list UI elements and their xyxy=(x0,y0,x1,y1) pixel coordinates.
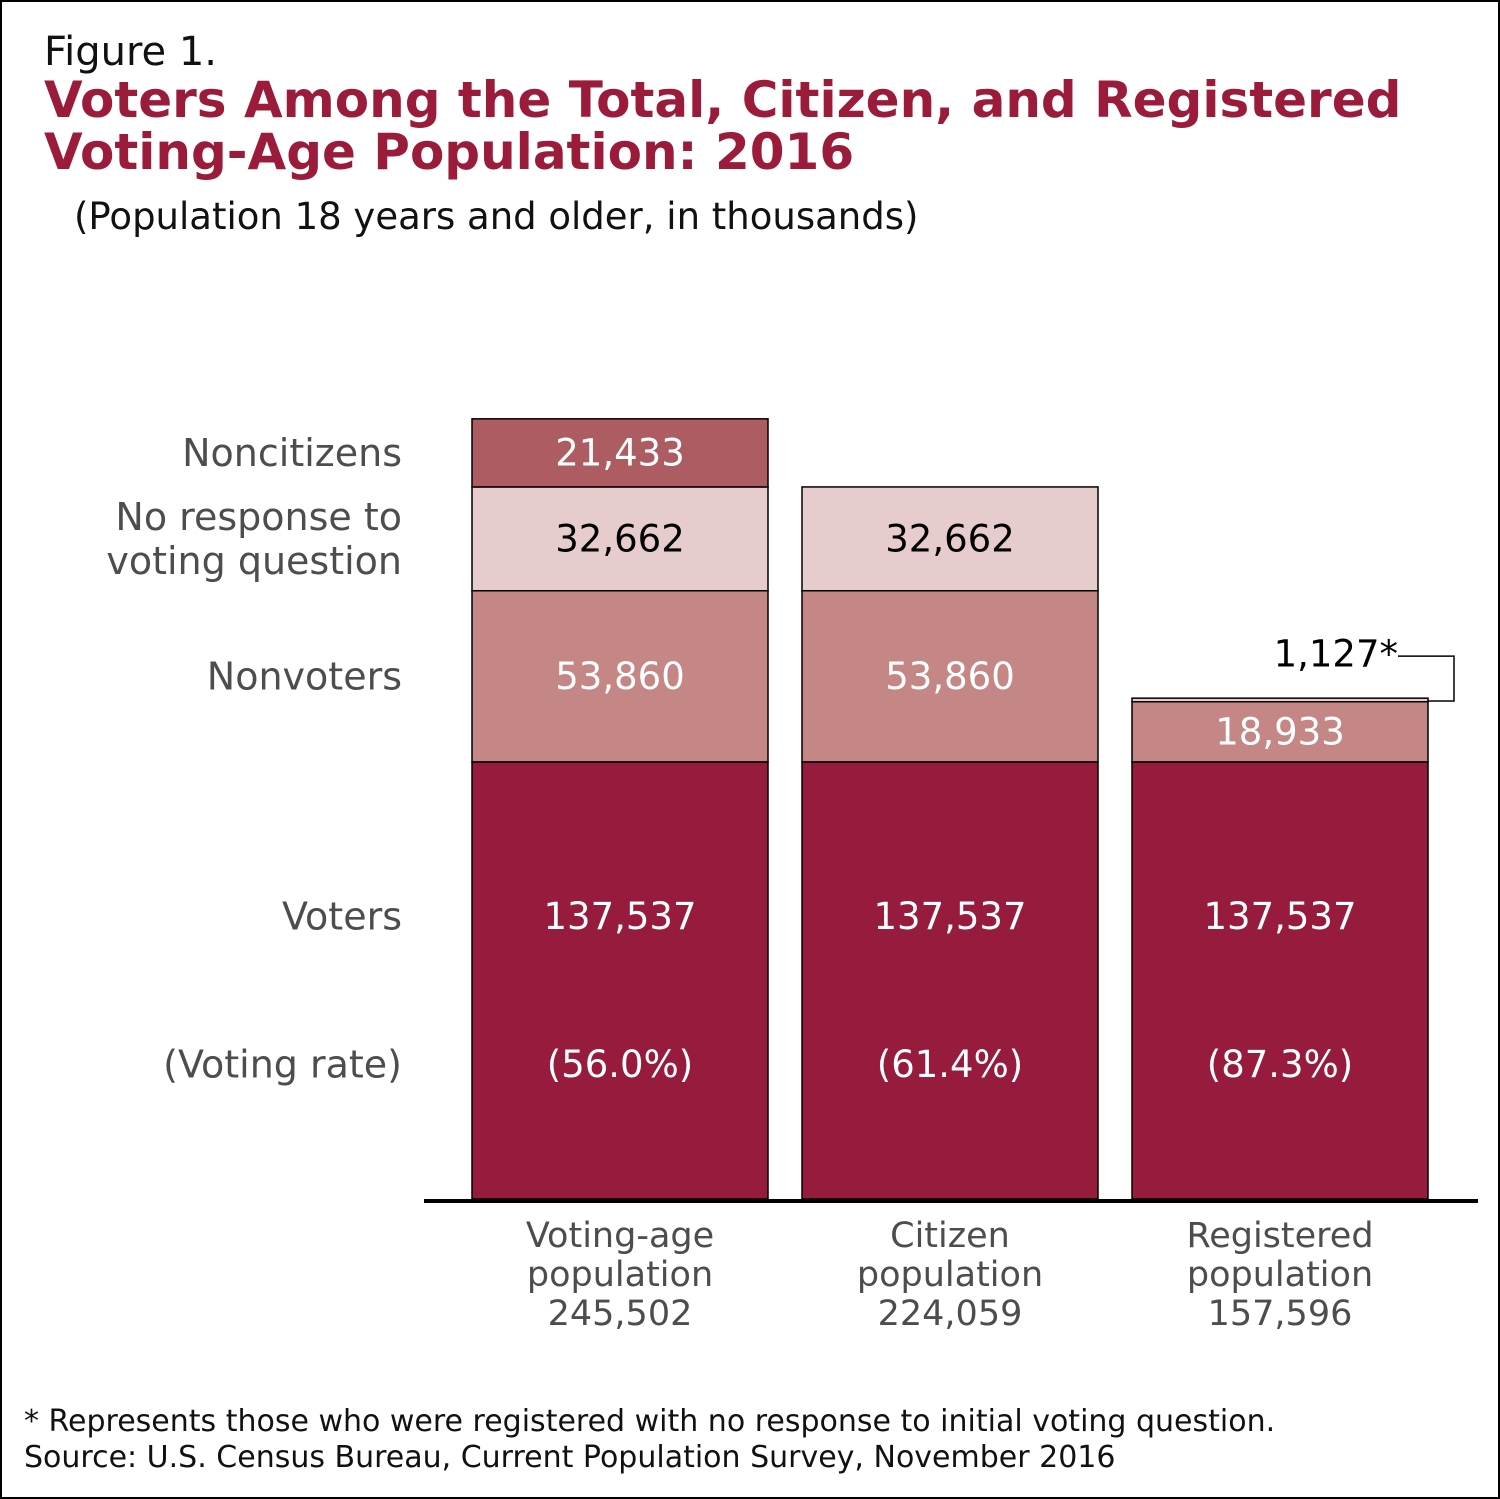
footnote: * Represents those who were registered w… xyxy=(24,1404,1276,1439)
category-label-2-line-2: 157,596 xyxy=(1208,1294,1353,1334)
figure-label: Figure 1. xyxy=(44,29,218,75)
value-label-noncitizens-0: 21,433 xyxy=(555,431,684,474)
callout-bracket-no_response xyxy=(1398,655,1455,702)
bar-no_response-1 xyxy=(801,486,1099,592)
source-note: Source: U.S. Census Bureau, Current Popu… xyxy=(24,1440,1116,1475)
category-label-1-line-1: population xyxy=(857,1255,1043,1295)
value-label-voters-1: 137,537 xyxy=(873,895,1026,938)
value-label-nonvoters-1: 53,860 xyxy=(885,655,1014,698)
rate-label-2: (87.3%) xyxy=(1207,1043,1353,1086)
bar-nonvoters-0 xyxy=(471,589,769,763)
value-label-no_response-1: 32,662 xyxy=(885,517,1014,560)
row-label-no_response-0: No response to xyxy=(115,495,402,539)
bar-no_response-2 xyxy=(1131,697,1429,703)
category-label-0-line-0: Voting-age xyxy=(526,1216,714,1256)
chart-title: Voters Among the Total, Citizen, and Reg… xyxy=(44,71,1402,181)
row-label-nonvoters-0: Nonvoters xyxy=(207,654,402,698)
category-label-2-line-1: population xyxy=(1187,1255,1373,1295)
category-label-1-line-2: 224,059 xyxy=(878,1294,1023,1334)
category-label-1-line-0: Citizen xyxy=(890,1216,1010,1256)
category-label-2-line-0: Registered xyxy=(1186,1216,1373,1256)
row-label-no_response-1: voting question xyxy=(106,539,402,583)
category-label-0-line-1: population xyxy=(527,1255,713,1295)
value-label-no_response-0: 32,662 xyxy=(555,517,684,560)
bar-noncitizens-0 xyxy=(471,418,769,488)
bar-nonvoters-2 xyxy=(1131,700,1429,763)
value-label-voters-2: 137,537 xyxy=(1203,895,1356,938)
bar-voters-2 xyxy=(1131,761,1429,1200)
value-label-nonvoters-2: 18,933 xyxy=(1215,710,1344,753)
chart-subtitle: (Population 18 years and older, in thous… xyxy=(74,195,919,238)
bar-voters-1 xyxy=(801,761,1099,1200)
bar-voters-0 xyxy=(471,761,769,1200)
rate-label-1: (61.4%) xyxy=(877,1043,1023,1086)
value-label-nonvoters-0: 53,860 xyxy=(555,655,684,698)
value-label-no_response-2: 1,127* xyxy=(1274,633,1398,676)
value-label-voters-0: 137,537 xyxy=(543,895,696,938)
row-label-voters-0: Voters xyxy=(282,894,402,938)
category-label-0-line-2: 245,502 xyxy=(548,1294,693,1334)
row-label-voting_rate-0: (Voting rate) xyxy=(163,1042,402,1086)
row-label-noncitizens-0: Noncitizens xyxy=(182,431,402,475)
bar-no_response-0 xyxy=(471,486,769,592)
rate-label-0: (56.0%) xyxy=(547,1043,693,1086)
